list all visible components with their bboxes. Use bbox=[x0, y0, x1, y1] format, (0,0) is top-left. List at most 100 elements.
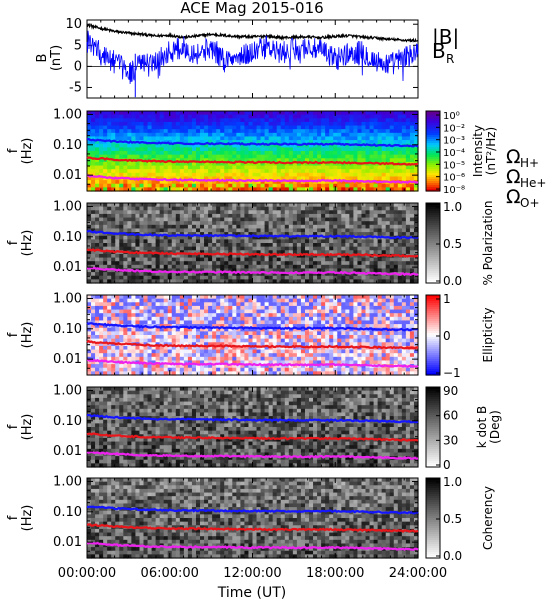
heatmap-cell bbox=[325, 210, 330, 215]
heatmap-cell bbox=[333, 136, 338, 141]
heatmap-cell bbox=[309, 136, 314, 141]
heatmap-cell bbox=[131, 243, 137, 248]
heatmap-cell bbox=[272, 253, 278, 259]
heatmap-cell bbox=[163, 180, 169, 185]
heatmap-cell bbox=[95, 338, 100, 343]
heatmap-cell bbox=[280, 125, 286, 130]
heatmap-cell bbox=[260, 210, 266, 215]
heatmap-cell bbox=[204, 228, 209, 233]
heatmap-cell bbox=[345, 210, 350, 215]
heatmap-cell bbox=[365, 172, 371, 178]
heatmap-cell bbox=[151, 360, 157, 365]
heatmap-cell bbox=[127, 169, 133, 174]
heatmap-cell bbox=[95, 298, 100, 303]
heatmap-cell bbox=[143, 172, 149, 178]
heatmap-cell bbox=[381, 154, 387, 159]
heatmap-cell bbox=[139, 224, 145, 230]
heatmap-cell bbox=[175, 338, 181, 343]
heatmap-cell bbox=[216, 169, 221, 174]
heatmap-cell bbox=[260, 349, 266, 354]
heatmap-cell bbox=[135, 180, 141, 185]
heatmap-cell bbox=[397, 217, 403, 222]
heatmap-cell bbox=[216, 158, 221, 163]
colorbar-label-top: Intensity bbox=[471, 125, 485, 177]
heatmap-cell bbox=[409, 239, 415, 244]
heatmap-cell bbox=[264, 169, 270, 174]
heatmap-cell bbox=[300, 169, 306, 174]
heatmap-cell bbox=[175, 313, 181, 318]
heatmap-cell bbox=[284, 275, 290, 280]
heatmap-cell bbox=[264, 239, 270, 244]
heatmap-cell bbox=[268, 243, 274, 248]
heatmap-cell bbox=[252, 147, 258, 152]
heatmap-cell bbox=[385, 213, 391, 219]
heatmap-cell bbox=[107, 364, 112, 369]
heatmap-cell bbox=[183, 161, 189, 167]
colorbar-step bbox=[426, 235, 440, 238]
heatmap-cell bbox=[200, 176, 205, 181]
heatmap-cell bbox=[345, 203, 350, 208]
heatmap-cell bbox=[135, 264, 141, 270]
heatmap-cell bbox=[272, 246, 278, 251]
heatmap-cell bbox=[87, 367, 92, 372]
heatmap-cell bbox=[115, 335, 120, 340]
heatmap-cell bbox=[268, 338, 274, 343]
heatmap-cell bbox=[405, 224, 411, 230]
heatmap-cell bbox=[220, 264, 225, 270]
heatmap-cell bbox=[349, 257, 355, 262]
heatmap-cell bbox=[349, 169, 355, 174]
heatmap-cell bbox=[131, 302, 137, 307]
heatmap-cell bbox=[95, 136, 100, 141]
heatmap-cell bbox=[208, 180, 213, 185]
heatmap-cell bbox=[240, 111, 246, 116]
heatmap-cell bbox=[147, 367, 153, 372]
heatmap-cell bbox=[159, 364, 165, 369]
heatmap-cell bbox=[99, 316, 104, 322]
heatmap-cell bbox=[329, 143, 334, 148]
heatmap-cell bbox=[183, 295, 189, 300]
heatmap-cell bbox=[220, 154, 225, 159]
heatmap-cell bbox=[195, 125, 201, 130]
heatmap-cell bbox=[377, 172, 383, 178]
heatmap-cell bbox=[212, 187, 217, 192]
heatmap-cell bbox=[95, 309, 100, 314]
heatmap-cell bbox=[313, 111, 318, 116]
heatmap-cell bbox=[187, 154, 193, 159]
heatmap-cell bbox=[191, 257, 197, 262]
heatmap-cell bbox=[228, 217, 233, 222]
heatmap-cell bbox=[284, 250, 290, 255]
heatmap-cell bbox=[385, 210, 391, 215]
heatmap-cell bbox=[272, 342, 278, 347]
heatmap-cell bbox=[167, 342, 173, 347]
heatmap-cell bbox=[268, 154, 274, 159]
heatmap-cell bbox=[288, 232, 294, 237]
heatmap-cell bbox=[99, 111, 104, 116]
heatmap-cell bbox=[248, 239, 254, 244]
heatmap-cell bbox=[163, 302, 169, 307]
heatmap-cell bbox=[107, 261, 112, 266]
heatmap-cell bbox=[313, 129, 318, 134]
heatmap-cell bbox=[99, 345, 104, 351]
heatmap-cell bbox=[119, 221, 124, 226]
heatmap-cell bbox=[349, 132, 355, 138]
heatmap-cell bbox=[373, 176, 379, 181]
heatmap-cell bbox=[123, 132, 128, 138]
heatmap-cell bbox=[103, 272, 108, 277]
heatmap-cell bbox=[123, 298, 128, 303]
heatmap-cell bbox=[183, 187, 189, 192]
heatmap-cell bbox=[232, 268, 237, 273]
heatmap-cell bbox=[288, 176, 294, 181]
heatmap-cell bbox=[401, 213, 407, 219]
heatmap-cell bbox=[175, 169, 181, 174]
heatmap-cell bbox=[187, 279, 193, 284]
heatmap-cell bbox=[159, 132, 165, 138]
heatmap-cell bbox=[353, 169, 359, 174]
heatmap-cell bbox=[393, 203, 399, 208]
heatmap-cell bbox=[304, 165, 310, 170]
heatmap-cell bbox=[232, 121, 237, 127]
heatmap-cell bbox=[183, 140, 189, 145]
heatmap-cell bbox=[208, 206, 213, 211]
heatmap-cell bbox=[236, 342, 241, 347]
heatmap-cell bbox=[252, 180, 258, 185]
heatmap-cell bbox=[115, 213, 120, 219]
